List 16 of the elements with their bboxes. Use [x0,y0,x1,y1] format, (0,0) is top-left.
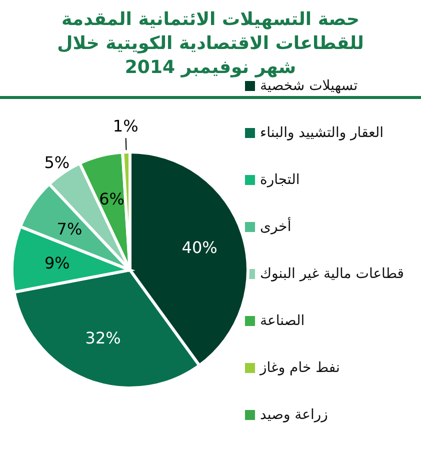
data-label: 5% [44,152,70,172]
legend-label: العقار والتشييد والبناء [260,124,384,140]
legend-label: التجارة [260,172,300,188]
data-label: 40% [182,238,218,257]
legend-label: زراعة وصيد [260,406,328,422]
data-label: 1% [112,116,138,136]
chart-title: حصة التسهيلات الائتمانية المقدمة للقطاعات الاقتصادية الكويتية خلال شهر نوفيمبر 2014 [56,8,365,79]
legend-label: أخرى [260,218,292,234]
data-label: 32% [85,328,121,348]
data-label: 9% [44,254,70,273]
data-label: 7% [56,219,82,238]
data-label: 6% [99,190,124,209]
legend-label: الصناعة [260,312,305,328]
legend-label: نفط خام وغاز [260,360,340,376]
legend-label: تسهيلات شخصية [260,78,358,94]
legend-label: قطاعات مالية غير البنوك [260,266,404,282]
